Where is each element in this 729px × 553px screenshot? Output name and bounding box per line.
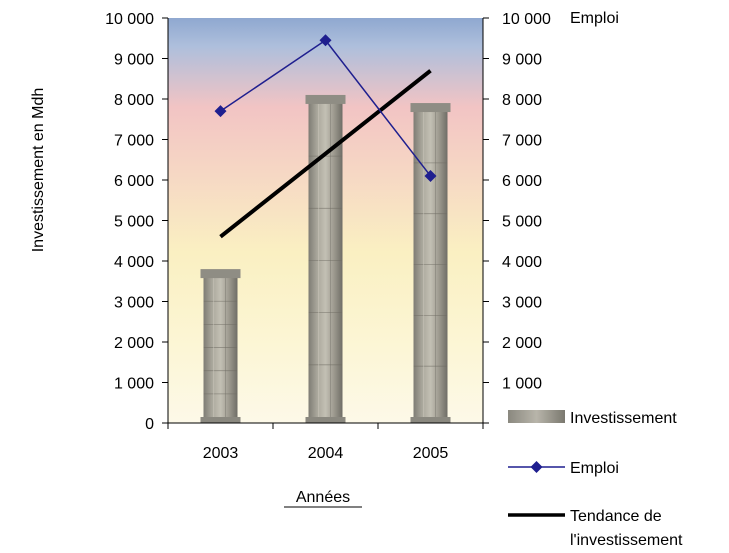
y-axis-title: Investissement en Mdh <box>30 88 47 253</box>
bar-capital <box>410 103 451 113</box>
bar-base <box>410 417 451 423</box>
emploi-point <box>424 169 437 182</box>
legend-item-investissement: Investissement <box>508 410 677 427</box>
bar-base <box>305 417 346 423</box>
x-tick-label: 2003 <box>203 445 239 462</box>
bar-base <box>200 417 241 423</box>
y-tick-label: 1 000 <box>114 376 154 393</box>
y2-tick-label: 2 000 <box>502 335 542 352</box>
legend-item-emploi: Emploi <box>508 460 619 477</box>
bar-column <box>410 103 451 424</box>
y-tick-label: 7 000 <box>114 133 154 150</box>
y2-axis-title: Emploi <box>570 10 619 27</box>
y2-tick-label: 10 000 <box>502 11 551 28</box>
legend-label-tendance-line1: Tendance de <box>570 508 662 525</box>
x-tick-label: 2004 <box>308 445 344 462</box>
y-tick-label: 6 000 <box>114 173 154 190</box>
y2-tick-label: 8 000 <box>502 92 542 109</box>
legend-item-tendance: Tendance de l'investissement <box>508 508 683 549</box>
legend-label-tendance-line2: l'investissement <box>570 532 683 549</box>
y2-tick-label: 3 000 <box>502 295 542 312</box>
legend-label-investissement: Investissement <box>570 410 677 427</box>
y2-tick-label: 4 000 <box>502 254 542 271</box>
x-axis-title: Années <box>296 489 350 506</box>
y-tick-label: 5 000 <box>114 214 154 231</box>
emploi-layer <box>214 34 437 182</box>
trend-layer <box>219 69 432 239</box>
y-tick-label: 10 000 <box>105 11 154 28</box>
bar-shaft <box>203 275 238 423</box>
y2-tick-label: 9 000 <box>502 52 542 69</box>
y2-tick-label: 7 000 <box>502 133 542 150</box>
y2-tick-label: 6 000 <box>502 173 542 190</box>
y-tick-label: 2 000 <box>114 335 154 352</box>
x-tick-label: 2005 <box>413 445 449 462</box>
bar-shaft <box>308 100 343 423</box>
y-tick-label: 9 000 <box>114 52 154 69</box>
bar-column <box>200 269 241 423</box>
y2-tick-label: 5 000 <box>502 214 542 231</box>
bar-capital <box>200 269 241 279</box>
y-tick-label: 0 <box>145 416 154 433</box>
ticks-layer: 0 1 000 2 000 3 000 4 000 5 000 6 000 7 000 8 00… <box>105 11 551 462</box>
bar-capital <box>305 94 346 104</box>
legend-swatch-investissement <box>508 410 565 423</box>
y-tick-label: 4 000 <box>114 254 154 271</box>
y2-tick-label: 1 000 <box>502 376 542 393</box>
legend-label-emploi: Emploi <box>570 460 619 477</box>
trend-line <box>219 69 432 239</box>
legend: Investissement Emploi Tendance de l'inve… <box>508 410 683 549</box>
y-tick-label: 8 000 <box>114 92 154 109</box>
y-tick-label: 3 000 <box>114 295 154 312</box>
emploi-point <box>214 105 227 118</box>
bar-shaft <box>413 109 448 424</box>
emploi-point <box>319 34 332 47</box>
legend-marker-emploi <box>530 461 543 473</box>
